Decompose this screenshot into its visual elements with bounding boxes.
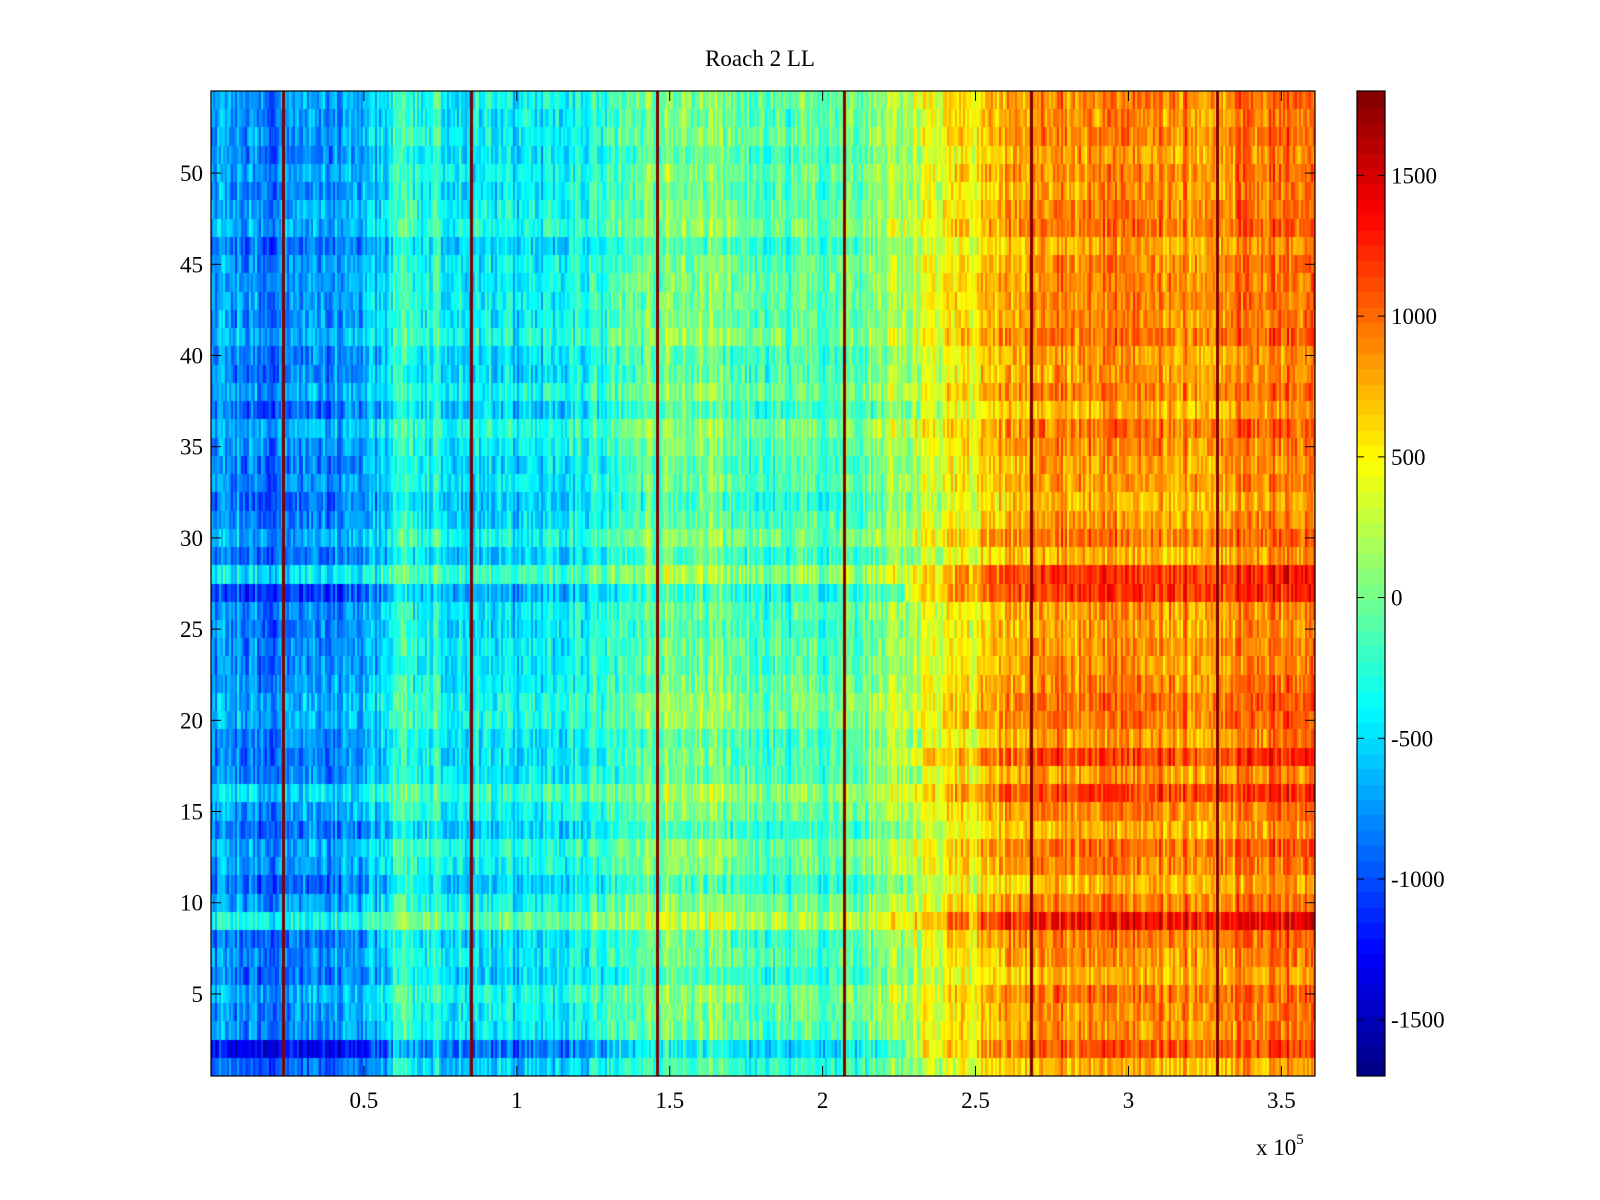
colorbar — [1357, 91, 1385, 1076]
y-tick-label: 40 — [180, 343, 203, 368]
x-tick-label: 0.5 — [350, 1088, 379, 1113]
y-axis-ticks: 5 10 15 20 25 30 35 40 45 50 — [180, 161, 1315, 1007]
plot-frame — [210, 90, 1316, 1077]
colorbar-ticks: -1500 -1000 -500 0 500 1000 1500 — [1357, 163, 1445, 1033]
colorbar-tick-label: 0 — [1391, 586, 1403, 611]
y-tick-label: 50 — [180, 161, 203, 186]
x-exponent-label: x 105 — [1256, 1132, 1304, 1160]
x-tick-label: 3 — [1123, 1088, 1135, 1113]
y-tick-label: 20 — [180, 708, 203, 733]
colorbar-tick-label: 1000 — [1391, 304, 1437, 329]
y-tick-label: 15 — [180, 800, 203, 825]
heatmap-plot-area — [211, 91, 1315, 1076]
x-axis-ticks: 0.5 1 1.5 2 2.5 3 3.5 — [350, 91, 1296, 1113]
colorbar-tick-label: -500 — [1391, 726, 1433, 751]
y-tick-label: 45 — [180, 252, 203, 277]
y-tick-label: 30 — [180, 526, 203, 551]
y-tick-label: 10 — [180, 891, 203, 916]
x-tick-label: 3.5 — [1267, 1088, 1296, 1113]
chart-title: Roach 2 LL — [705, 46, 815, 71]
x-tick-label: 1 — [511, 1088, 523, 1113]
y-tick-label: 25 — [180, 617, 203, 642]
colorbar-tick-label: 500 — [1391, 445, 1426, 470]
x-exponent-power: 5 — [1296, 1132, 1304, 1148]
colorbar-tick-label: -1000 — [1391, 867, 1445, 892]
colorbar-frame — [1356, 90, 1386, 1077]
x-tick-label: 2.5 — [961, 1088, 990, 1113]
y-tick-label: 35 — [180, 435, 203, 460]
x-exponent-base: x 10 — [1256, 1135, 1296, 1160]
y-tick-label: 5 — [192, 982, 204, 1007]
x-tick-label: 1.5 — [655, 1088, 684, 1113]
colorbar-tick-label: -1500 — [1391, 1008, 1445, 1033]
colorbar-tick-label: 1500 — [1391, 163, 1437, 188]
x-tick-label: 2 — [817, 1088, 829, 1113]
